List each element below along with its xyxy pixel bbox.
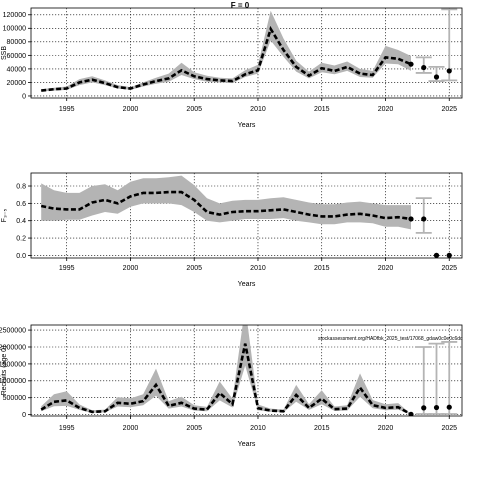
- x-tick-label: 2025: [441, 265, 457, 272]
- x-tick-label: 1995: [59, 265, 75, 272]
- y-tick-label: 60000: [7, 53, 27, 60]
- projection-point: [433, 252, 440, 258]
- confidence-band: [41, 10, 411, 92]
- x-tick-label: 2025: [441, 106, 457, 113]
- projection-point: [446, 68, 452, 74]
- y-tick-label: 2000000: [0, 344, 26, 351]
- x-tick-label: 2005: [186, 106, 202, 113]
- x-axis-title: Years: [238, 122, 256, 129]
- y-tick-label: 20000: [7, 80, 27, 87]
- panel-1: 1995 2000 2005 2010 2015 2020 2025 0 20000 40000 6…: [1, 7, 463, 129]
- y-axis-title: F₃₋₅: [1, 209, 8, 223]
- estimate-line: [40, 343, 412, 416]
- y-tick-label: 0.6: [16, 201, 26, 208]
- plot-frame: [30, 172, 463, 259]
- source-annotation: stockassessment.org/HADfbk_2025_test/170…: [318, 336, 463, 342]
- projection-point: [421, 405, 427, 411]
- x-tick-label: 1995: [59, 106, 75, 113]
- x-axis-title: Years: [238, 441, 256, 448]
- y-axis-title: SSB: [1, 46, 8, 60]
- x-tick-label: 2000: [123, 106, 139, 113]
- x-tick-label: 2010: [250, 425, 266, 432]
- projection-point: [446, 252, 452, 258]
- y-tick-label: 500000: [3, 395, 26, 402]
- x-tick-label: 2000: [123, 425, 139, 432]
- last-estimate-point: [408, 61, 414, 67]
- y-tick-label: 120000: [3, 12, 26, 19]
- y-tick-label: 80000: [7, 39, 27, 46]
- x-tick-label: 2010: [250, 106, 266, 113]
- confidence-band: [41, 175, 411, 230]
- y-axis-title: Recruits (age 0): [1, 346, 8, 396]
- plot-area: [31, 8, 462, 98]
- panel-3: 1995 2000 2005 2010 2015 2020 2025 0 500000 10000…: [0, 324, 463, 448]
- x-axis-title: Years: [238, 281, 256, 288]
- projection-point: [421, 64, 427, 71]
- y-tick-label: 0.2: [16, 235, 26, 242]
- y-tick-label: 2500000: [0, 327, 26, 334]
- y-tick-label: 0: [22, 93, 26, 100]
- plot-area: [31, 325, 462, 416]
- y-tick-label: 100000: [3, 26, 26, 33]
- panel-2: 1995 2000 2005 2010 2015 2020 2025 0.0 0.2 0.4 0.6…: [1, 172, 463, 288]
- y-tick-label: 0.8: [16, 183, 26, 190]
- y-tick-label: 0.4: [16, 218, 26, 225]
- x-tick-label: 2025: [441, 425, 457, 432]
- y-tick-label: 1000000: [0, 378, 26, 385]
- projection-point: [446, 404, 452, 410]
- x-tick-label: 2015: [314, 265, 330, 272]
- plot-area: [31, 173, 462, 258]
- x-tick-label: 1995: [59, 425, 75, 432]
- y-tick-label: 40000: [7, 66, 27, 73]
- projection-point: [421, 216, 427, 222]
- x-tick-label: 2005: [186, 265, 202, 272]
- x-tick-label: 2015: [314, 425, 330, 432]
- x-tick-label: 2005: [186, 425, 202, 432]
- x-tick-label: 2020: [378, 106, 394, 113]
- projection-point: [433, 74, 440, 80]
- plot-frame: [30, 324, 463, 417]
- x-tick-label: 2000: [123, 265, 139, 272]
- last-estimate-point: [408, 411, 414, 416]
- x-tick-label: 2010: [250, 265, 266, 272]
- last-estimate-point: [408, 216, 414, 222]
- estimate-line: [40, 190, 412, 221]
- x-tick-label: 2015: [314, 106, 330, 113]
- y-tick-label: 0.0: [16, 253, 26, 260]
- y-tick-label: 1500000: [0, 361, 26, 368]
- x-tick-label: 2020: [378, 265, 394, 272]
- projection-point: [433, 404, 440, 411]
- estimate-line: [41, 25, 412, 92]
- plot-frame: [30, 7, 463, 99]
- x-tick-label: 2020: [378, 425, 394, 432]
- figure-title: F = 0: [231, 1, 250, 10]
- y-tick-label: 0: [22, 412, 26, 419]
- panels: 1995 2000 2005 2010 2015 2020 2025020000400006…: [0, 7, 463, 448]
